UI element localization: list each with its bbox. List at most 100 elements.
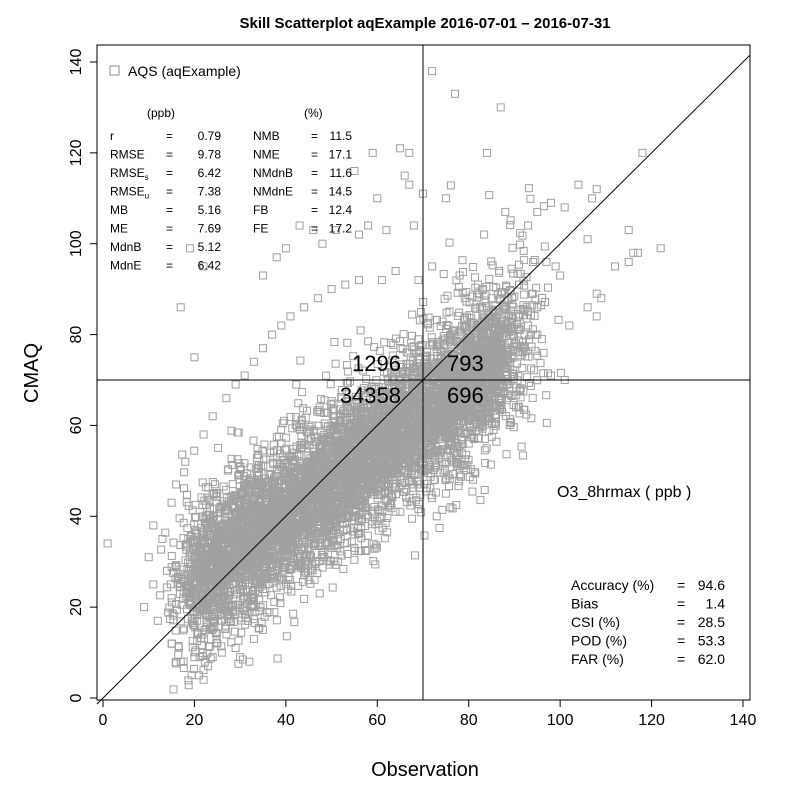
data-point	[222, 485, 231, 494]
data-point	[338, 519, 347, 528]
data-point	[229, 568, 238, 577]
data-point	[388, 351, 397, 360]
data-point	[282, 433, 291, 442]
data-point	[347, 499, 356, 508]
data-point	[359, 384, 368, 393]
data-point	[358, 366, 367, 375]
data-point	[456, 331, 465, 340]
data-point	[449, 351, 458, 360]
data-point	[481, 434, 489, 443]
data-point	[463, 312, 471, 321]
data-point	[480, 446, 489, 455]
data-point	[291, 536, 300, 545]
data-point	[208, 478, 217, 486]
data-point	[468, 318, 477, 327]
data-point	[359, 446, 368, 455]
data-point	[470, 370, 479, 379]
data-point	[482, 444, 491, 453]
data-point	[446, 439, 455, 448]
chart-title: Skill Scatterplot aqExample 2016-07-01 –…	[239, 15, 610, 32]
data-point	[462, 385, 471, 394]
data-point	[468, 487, 477, 496]
data-point	[311, 538, 320, 547]
data-point	[292, 380, 301, 389]
data-point	[332, 541, 341, 550]
data-point	[367, 384, 376, 393]
data-point	[368, 508, 377, 517]
data-point	[396, 474, 405, 483]
data-point	[298, 531, 307, 540]
data-point	[527, 364, 536, 373]
data-point	[315, 408, 324, 417]
data-point	[369, 408, 378, 416]
data-point	[172, 561, 181, 570]
data-point	[270, 597, 279, 606]
data-point	[217, 594, 226, 603]
data-point	[227, 454, 236, 463]
data-point	[177, 600, 186, 609]
data-point	[502, 325, 511, 334]
data-point	[294, 581, 303, 590]
data-point	[410, 462, 419, 471]
data-point	[482, 302, 491, 311]
data-point	[441, 466, 450, 475]
data-point	[382, 496, 391, 505]
data-point	[263, 484, 272, 493]
data-point	[337, 410, 345, 419]
data-point	[427, 333, 436, 342]
data-point	[250, 486, 259, 495]
data-point	[314, 406, 323, 415]
data-point	[423, 318, 432, 327]
data-point	[343, 550, 352, 558]
data-point	[237, 628, 246, 637]
data-point	[479, 313, 488, 322]
data-point	[216, 503, 225, 512]
data-point	[234, 636, 243, 645]
data-point	[189, 620, 198, 629]
data-point	[436, 322, 445, 330]
data-point	[272, 616, 281, 625]
data-point	[272, 583, 281, 592]
data-point	[356, 326, 365, 335]
data-point	[442, 308, 451, 317]
data-point	[203, 599, 212, 608]
data-point	[228, 480, 237, 489]
data-point	[228, 606, 237, 615]
data-point	[259, 461, 268, 470]
data-point	[157, 545, 166, 554]
data-point	[364, 472, 373, 481]
data-point	[378, 383, 387, 392]
data-point	[224, 465, 233, 474]
data-point	[200, 496, 209, 505]
data-point	[308, 524, 316, 533]
data-point	[452, 337, 461, 345]
data-point	[178, 570, 187, 579]
data-point	[179, 594, 188, 603]
data-point	[326, 557, 335, 566]
data-point	[373, 360, 382, 369]
data-point	[425, 323, 434, 332]
data-point	[481, 459, 490, 467]
data-point	[364, 512, 372, 521]
data-point	[287, 528, 296, 537]
data-point	[258, 580, 267, 588]
data-point	[414, 362, 423, 371]
data-point	[258, 446, 267, 455]
data-point	[480, 381, 489, 390]
data-point	[337, 551, 346, 560]
data-point	[186, 577, 195, 586]
data-point	[276, 599, 285, 608]
data-point	[495, 268, 504, 277]
data-point	[316, 539, 324, 547]
data-point	[462, 374, 471, 383]
data-point	[354, 364, 363, 373]
data-point	[417, 341, 426, 350]
data-point	[408, 514, 417, 523]
data-point	[405, 476, 414, 485]
data-point	[288, 462, 297, 471]
data-point	[230, 627, 239, 636]
data-point	[463, 375, 472, 384]
data-point	[268, 546, 277, 555]
data-point	[462, 450, 471, 459]
data-point	[450, 327, 459, 336]
